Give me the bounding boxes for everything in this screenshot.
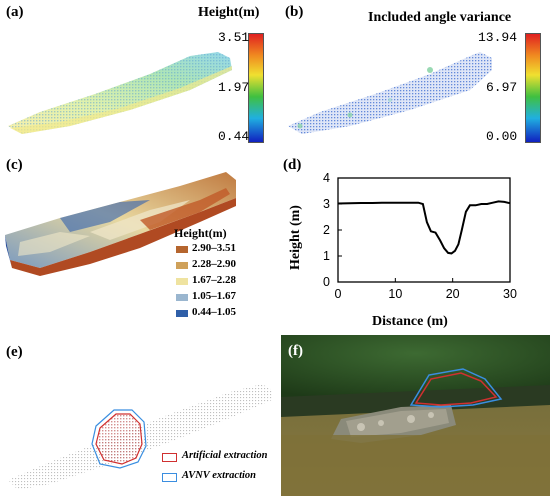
avnv-extraction-boundary: [409, 368, 503, 408]
panel-c-legend-title: Height(m): [174, 226, 227, 240]
legend-swatch: [176, 310, 188, 317]
avnv-extraction-boundary: [91, 409, 147, 469]
x-axis-label: Distance (m): [372, 314, 448, 329]
panel-a-pointcloud: [8, 52, 232, 134]
avnv-extraction-swatch: [162, 473, 177, 482]
legend-label: 0.44–1.05: [192, 306, 236, 318]
x-tick-label: 0: [335, 287, 342, 301]
panel-a-tick-min: 0.44: [218, 129, 250, 144]
panel-c-surface-model: [5, 172, 236, 276]
panel-e-label: (e): [6, 344, 23, 360]
height-profile-chart: 0 10 20 30 0 1 2 3 4: [323, 171, 517, 301]
legend-swatch: [176, 262, 188, 269]
extraction-region: [96, 414, 142, 464]
panel-b-pointcloud: [288, 52, 492, 134]
panel-b-tick-max: 13.94: [478, 30, 518, 45]
y-axis-label: Height (m): [288, 205, 303, 270]
panel-a-tick-mid: 1.97: [218, 80, 250, 95]
panel-b-label: (b): [285, 4, 304, 20]
y-tick-label: 3: [323, 197, 330, 211]
legend-label: AVNV extraction: [182, 470, 256, 481]
legend-label: Artificial extraction: [182, 450, 268, 461]
artificial-extraction-boundary: [414, 372, 498, 406]
y-tick-label: 2: [323, 223, 330, 237]
legend-label: 2.90–3.51: [192, 242, 236, 254]
y-tick-label: 1: [323, 249, 330, 263]
panel-b-colorbar: [525, 33, 541, 143]
panel-b-tick-mid: 6.97: [486, 80, 518, 95]
artificial-extraction-boundary: [95, 413, 143, 465]
plot-frame: [337, 177, 511, 283]
panel-f-aerial-photo: [281, 335, 550, 496]
panel-d-label: (d): [283, 157, 302, 173]
panel-e-pointcloud: [8, 384, 272, 490]
x-tick-label: 20: [446, 287, 460, 301]
legend-label: 1.05–1.67: [192, 290, 236, 302]
panel-a-label: (a): [6, 4, 24, 20]
artificial-extraction-swatch: [162, 453, 177, 462]
panel-a-colorbar: [248, 33, 264, 143]
panel-f-label: (f): [288, 343, 303, 359]
height-profile-line: [337, 200, 511, 255]
legend-swatch: [176, 294, 188, 301]
x-tick-label: 10: [388, 287, 402, 301]
panel-a-tick-max: 3.51: [218, 30, 250, 45]
panel-b-tick-min: 0.00: [486, 129, 518, 144]
y-tick-label: 0: [323, 275, 330, 289]
legend-label: 2.28–2.90: [192, 258, 236, 270]
legend-swatch: [176, 278, 188, 285]
panel-a-colorbar-title: Height(m): [198, 5, 260, 20]
x-tick-label: 30: [503, 287, 517, 301]
y-tick-label: 4: [323, 171, 330, 185]
legend-label: 1.67–2.28: [192, 274, 236, 286]
legend-swatch: [176, 246, 188, 253]
panel-c-label: (c): [6, 157, 23, 173]
panel-b-colorbar-title: Included angle variance: [368, 10, 512, 25]
